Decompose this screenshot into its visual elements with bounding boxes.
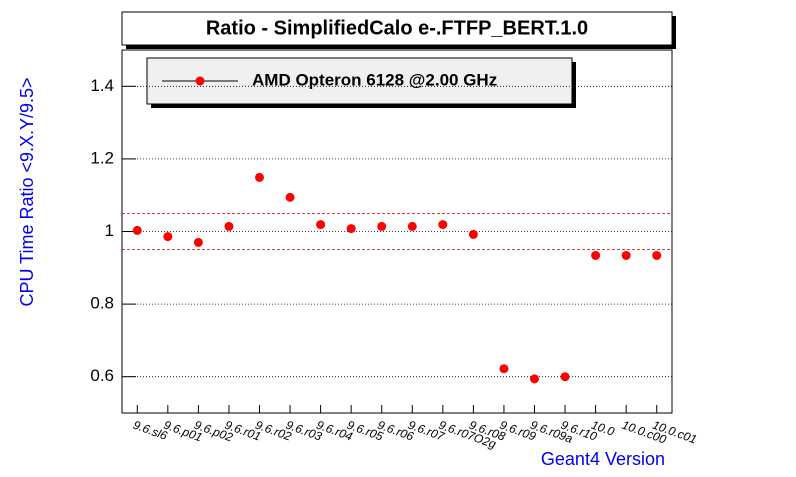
data-point [652, 250, 662, 260]
plot-frame [121, 49, 673, 414]
y-tick-label: 1.4 [90, 76, 114, 95]
data-point [468, 229, 478, 239]
data-point [346, 224, 356, 234]
chart-title: Ratio - SimplifiedCalo e-.FTFP_BERT.1.0 [206, 17, 588, 39]
data-point [163, 232, 173, 242]
y-tick-label: 1 [105, 221, 114, 240]
y-tick-label: 0.8 [90, 294, 114, 313]
data-point [530, 374, 539, 384]
data-point [193, 237, 203, 247]
y-tick-label: 0.6 [90, 366, 114, 385]
data-point [224, 221, 234, 231]
data-point [255, 172, 264, 182]
data-point [499, 364, 509, 374]
data-point [438, 220, 448, 230]
data-point [285, 192, 295, 202]
data-point [132, 225, 142, 235]
title-box [121, 11, 673, 46]
legend-marker [195, 76, 205, 86]
data-point [560, 372, 570, 382]
data-point [377, 221, 387, 231]
data-point [316, 220, 326, 230]
x-axis-label: Geant4 Version [541, 449, 665, 469]
y-tick-label: 1.2 [90, 148, 114, 167]
y-axis-label: CPU Time Ratio <9.X.Y/9.5> [17, 77, 37, 306]
data-point [621, 250, 631, 260]
legend: AMD Opteron 6128 @2.00 GHz [146, 57, 576, 108]
legend-label: AMD Opteron 6128 @2.00 GHz [252, 70, 497, 89]
data-point [591, 250, 601, 260]
data-point [407, 221, 417, 231]
